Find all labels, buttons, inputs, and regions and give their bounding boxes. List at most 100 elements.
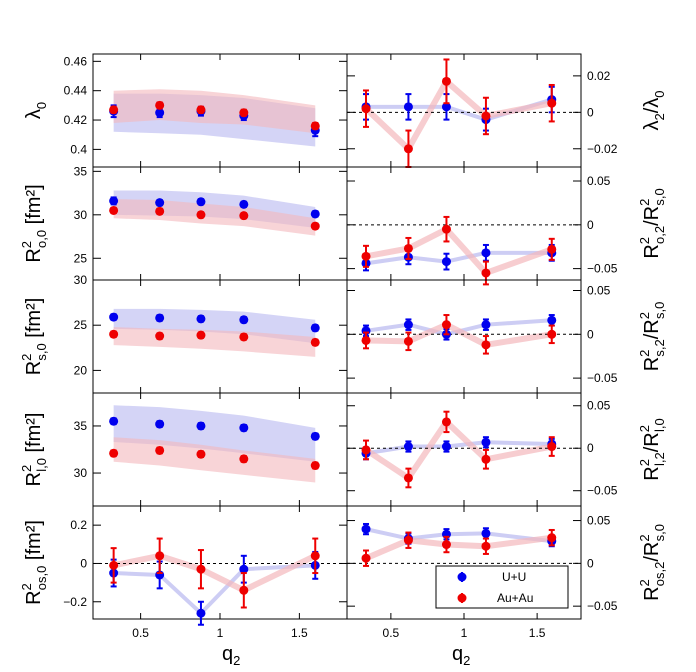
- data-point-auau: [403, 144, 413, 154]
- y-tick-label: −0.05: [587, 599, 618, 613]
- y-axis-title: R2l,0 [fm²]: [19, 413, 49, 487]
- data-point-auau: [403, 535, 413, 545]
- y-title-sup: 2: [637, 350, 652, 357]
- y-title-tail-sup: 2: [637, 534, 652, 541]
- y-title-tail: /λ: [641, 98, 663, 114]
- data-point-auau: [547, 244, 557, 254]
- y-title-main: R: [23, 361, 45, 375]
- y-tick-label: 0.4: [70, 142, 87, 156]
- data-point-uu: [481, 248, 491, 258]
- y-title-tail-sub: l,0: [652, 418, 667, 432]
- data-point-auau: [310, 337, 320, 347]
- data-point-auau: [547, 329, 557, 339]
- data-point-auau: [239, 332, 249, 342]
- y-title-sup: 2: [637, 459, 652, 466]
- x-tick-label: 0.5: [383, 626, 400, 640]
- data-point-uu: [239, 199, 249, 209]
- data-point-auau: [310, 121, 320, 131]
- data-point-auau: [196, 449, 206, 459]
- y-tick-label: 0.46: [64, 54, 88, 68]
- data-point-auau: [403, 336, 413, 346]
- y-title-sub: os,2: [652, 562, 667, 587]
- data-point-uu: [239, 564, 249, 574]
- data-point-auau: [441, 224, 451, 234]
- data-point-uu: [403, 442, 413, 452]
- data-point-uu: [239, 315, 249, 325]
- y-tick-label: 0: [587, 218, 594, 232]
- x-tick-label: 1.5: [529, 626, 546, 640]
- y-title-tail-sub: s,0: [652, 302, 667, 319]
- y-title-sub: o,0: [34, 230, 49, 248]
- y-tick-label: 30: [74, 466, 88, 480]
- y-title-tail: /R: [641, 206, 663, 226]
- y-title-tail: [fm²]: [23, 520, 45, 566]
- y-title-sup: 2: [19, 583, 34, 590]
- y-title-sub: s,0: [34, 343, 49, 360]
- y-title-tail-sup: 2: [637, 199, 652, 206]
- data-point-auau: [361, 251, 371, 261]
- data-point-uu: [441, 442, 451, 452]
- x-axis-title-left-main: q: [222, 643, 233, 665]
- data-point-auau: [441, 540, 451, 550]
- y-tick-label: 0: [80, 556, 87, 570]
- data-point-auau: [481, 268, 491, 278]
- y-title-main: R: [641, 586, 663, 600]
- data-point-uu: [441, 257, 451, 267]
- data-point-uu: [155, 198, 165, 208]
- y-title-sup: 2: [19, 241, 34, 248]
- data-point-auau: [239, 211, 249, 221]
- x-axis-title-left: q2: [222, 643, 240, 668]
- y-axis-title: R2o,0 [fm²]: [19, 184, 49, 262]
- data-point-uu: [481, 437, 491, 447]
- data-point-uu: [481, 320, 491, 330]
- y-tick-label: 0: [587, 441, 594, 455]
- y-title-sup: 2: [637, 237, 652, 244]
- y-title-tail: [fm²]: [23, 413, 45, 459]
- panel-left-3: 30 35 R2l,0 [fm²]: [19, 392, 348, 507]
- y-tick-label: 0: [587, 327, 594, 341]
- data-point-auau: [361, 445, 371, 455]
- data-point-uu: [109, 196, 119, 206]
- y-title-tail: /R: [641, 432, 663, 452]
- y-tick-label: 0.02: [587, 69, 611, 83]
- y-title-main: R: [23, 248, 45, 262]
- y-tick-label: 0.05: [587, 284, 611, 298]
- y-axis-title: R2os,2/R2s,0: [637, 524, 667, 601]
- data-point-auau: [109, 329, 119, 339]
- data-point-uu: [310, 209, 320, 219]
- y-tick-label: −0.05: [587, 262, 618, 276]
- x-axis-title-right-sub: 2: [463, 653, 470, 668]
- data-point-uu: [481, 528, 491, 538]
- data-point-uu: [403, 102, 413, 112]
- data-point-auau: [441, 417, 451, 427]
- y-title-tail: /R: [641, 319, 663, 339]
- y-tick-label: 0: [587, 105, 594, 119]
- data-point-auau: [547, 98, 557, 108]
- data-point-auau: [481, 111, 491, 121]
- data-point-auau: [239, 454, 249, 464]
- y-title-tail-sup: 2: [637, 312, 652, 319]
- y-tick-label: −0.05: [587, 371, 618, 385]
- data-point-uu: [196, 197, 206, 207]
- y-tick-label: 0.44: [64, 84, 88, 98]
- data-point-auau: [239, 108, 249, 118]
- data-point-auau: [155, 331, 165, 341]
- data-point-uu: [155, 419, 165, 429]
- y-title-tail-sub: s,0: [652, 524, 667, 541]
- trend-auau: [363, 76, 553, 154]
- y-title-tail-sub: s,0: [652, 188, 667, 205]
- data-point-auau: [155, 445, 165, 455]
- data-point-auau: [547, 533, 557, 543]
- y-title-sub: 0: [34, 102, 49, 109]
- data-point-auau: [109, 560, 119, 570]
- legend: U+U Au+Au: [435, 565, 569, 609]
- data-point-auau: [196, 210, 206, 220]
- y-tick-label: 20: [74, 363, 88, 377]
- y-title-sub: 2: [652, 113, 667, 120]
- band-auau: [113, 89, 316, 134]
- y-tick-label: 0.05: [587, 514, 611, 528]
- y-title-sub: s,2: [652, 339, 667, 356]
